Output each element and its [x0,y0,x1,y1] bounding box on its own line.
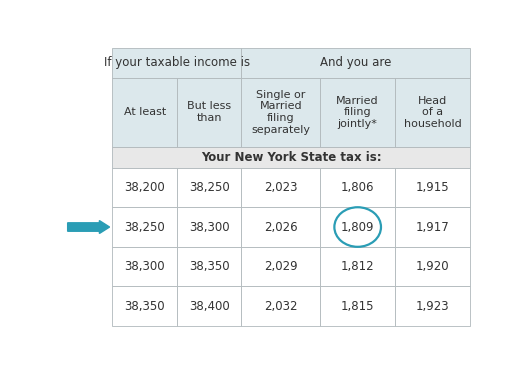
FancyArrow shape [68,220,110,233]
Bar [112,286,177,326]
Bar [320,167,395,207]
Bar [177,78,242,147]
Bar [242,78,320,147]
Text: 1,923: 1,923 [416,300,450,313]
Text: 2,032: 2,032 [264,300,298,313]
Text: 1,812: 1,812 [341,260,374,273]
Text: If your taxable income is: If your taxable income is [104,56,250,70]
Bar [242,49,470,78]
Bar [395,167,470,207]
Bar [177,167,242,207]
Text: 38,300: 38,300 [189,220,229,234]
Text: 1,806: 1,806 [341,181,374,194]
Bar [242,167,320,207]
Bar [112,147,470,167]
Bar [242,247,320,286]
Text: 38,350: 38,350 [124,300,165,313]
Bar [320,78,395,147]
Text: Head
of a
household: Head of a household [404,96,462,129]
Text: Married
filing
jointly*: Married filing jointly* [337,96,379,129]
Text: 2,023: 2,023 [264,181,298,194]
Bar [177,247,242,286]
Text: 38,200: 38,200 [124,181,165,194]
Text: 1,920: 1,920 [416,260,450,273]
Bar [112,167,177,207]
Text: 2,026: 2,026 [264,220,298,234]
Text: At least: At least [123,107,166,117]
Text: Single or
Married
filing
separately: Single or Married filing separately [251,90,310,135]
Text: And you are: And you are [320,56,392,70]
Text: 1,915: 1,915 [416,181,450,194]
Bar [395,207,470,247]
Bar [112,247,177,286]
Text: 38,300: 38,300 [124,260,165,273]
Text: 38,250: 38,250 [124,220,165,234]
Bar [320,207,395,247]
Bar [395,78,470,147]
Text: Your New York State tax is:: Your New York State tax is: [201,151,382,164]
Text: 1,809: 1,809 [341,220,374,234]
Bar [242,286,320,326]
Bar [320,247,395,286]
Bar [112,49,242,78]
Bar [242,207,320,247]
Text: 38,250: 38,250 [188,181,229,194]
Bar [320,286,395,326]
Text: 1,917: 1,917 [416,220,450,234]
Text: But less
than: But less than [187,101,231,123]
Bar [395,286,470,326]
Text: 1,815: 1,815 [341,300,374,313]
Text: 38,400: 38,400 [188,300,229,313]
Bar [177,286,242,326]
Bar [112,78,177,147]
Text: 38,350: 38,350 [189,260,229,273]
Bar [177,207,242,247]
Bar [112,207,177,247]
Bar [395,247,470,286]
Text: 2,029: 2,029 [264,260,298,273]
